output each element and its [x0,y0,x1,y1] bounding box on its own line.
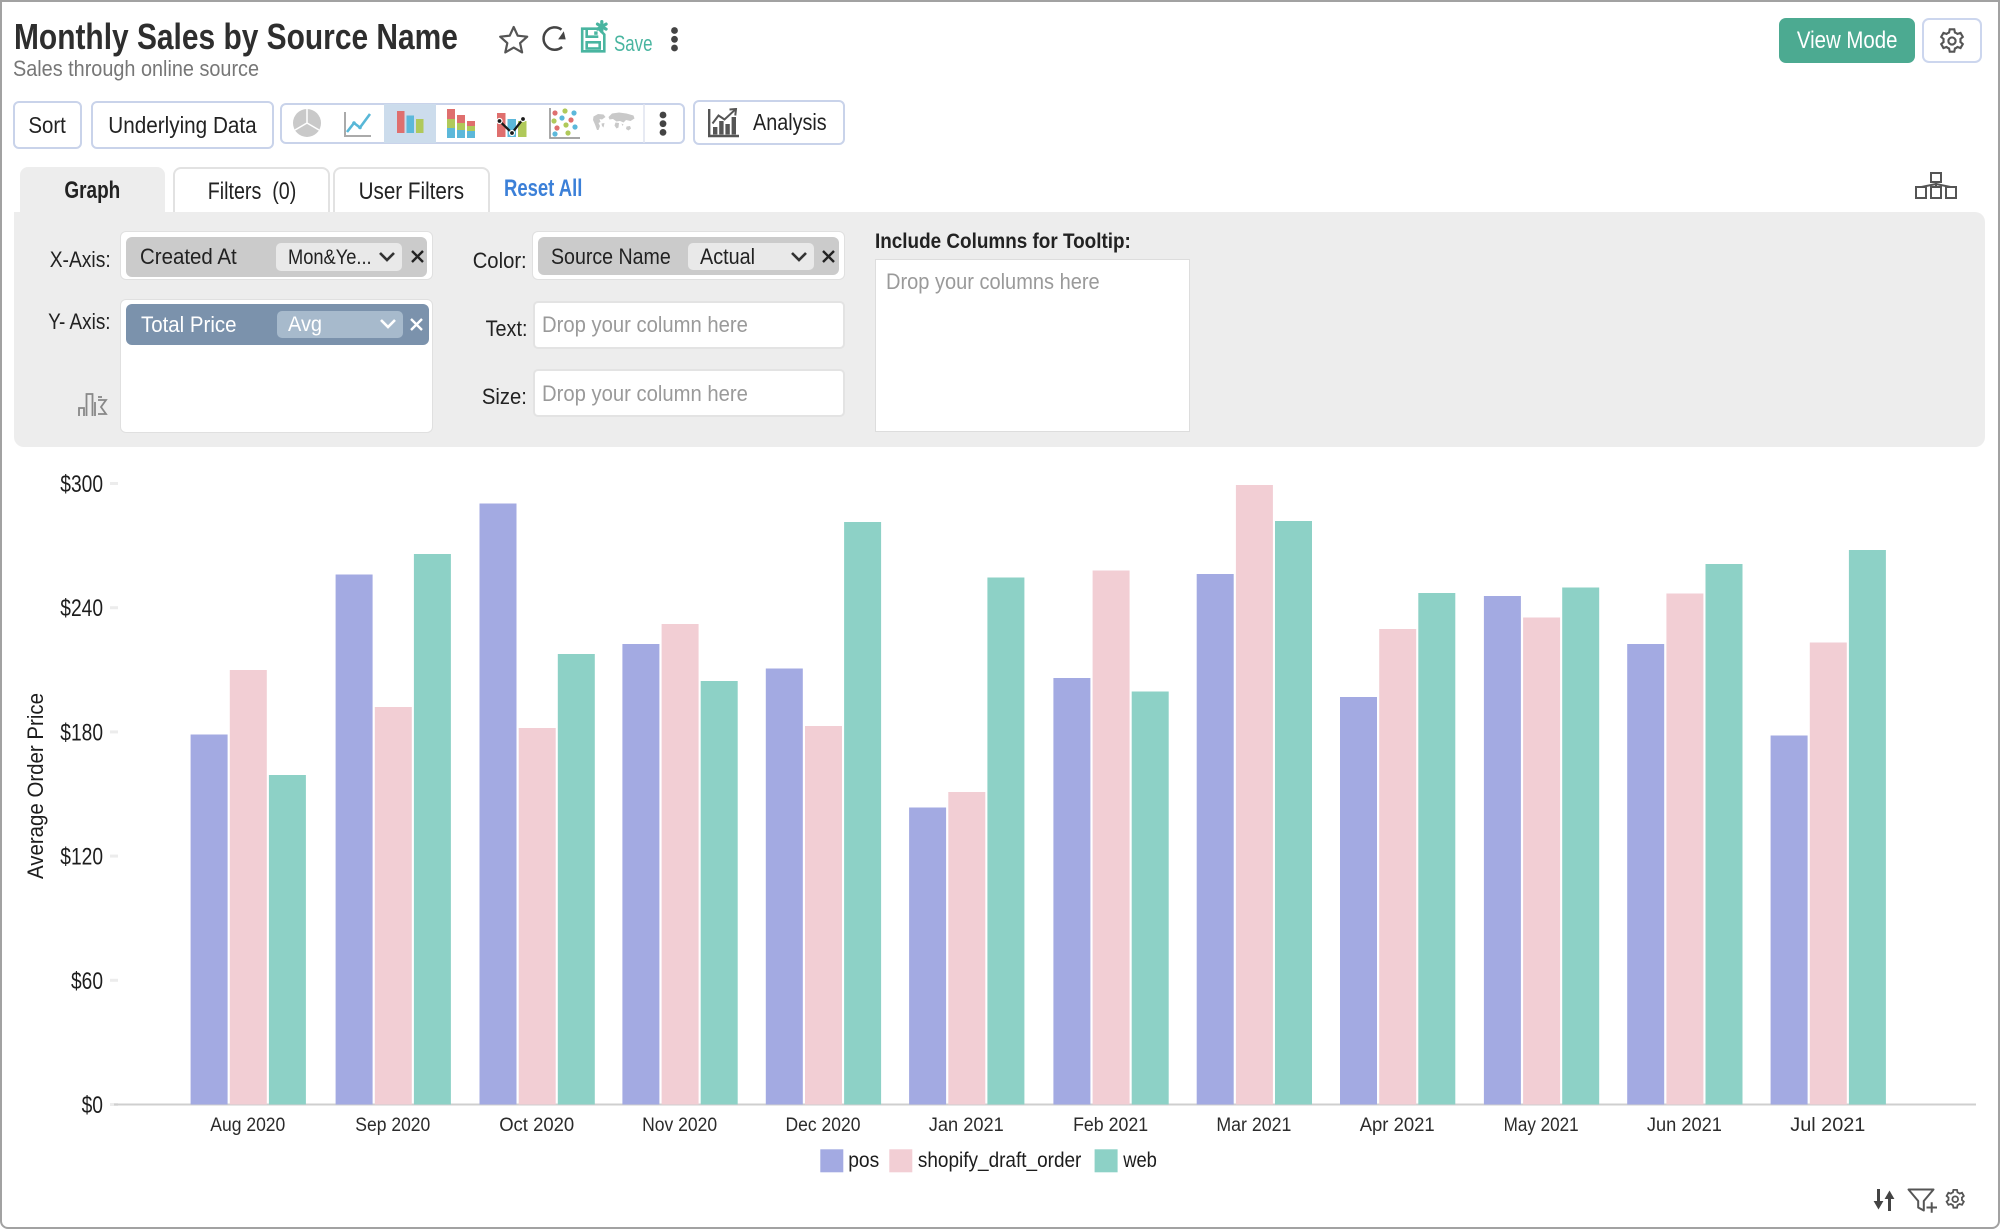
svg-text:Average Order Price: Average Order Price [23,693,48,879]
svg-text:Feb 2021: Feb 2021 [1073,1115,1148,1136]
svg-text:May 2021: May 2021 [1504,1115,1579,1136]
svg-text:Dec 2020: Dec 2020 [786,1115,861,1136]
svg-text:Jun 2021: Jun 2021 [1647,1115,1722,1136]
svg-text:Mar 2021: Mar 2021 [1216,1115,1291,1136]
svg-text:$180: $180 [60,719,103,746]
svg-text:$60: $60 [71,968,103,995]
svg-text:Sep 2020: Sep 2020 [355,1115,430,1136]
svg-text:Apr 2021: Apr 2021 [1360,1115,1435,1136]
svg-text:$0: $0 [82,1092,103,1119]
svg-text:Jul 2021: Jul 2021 [1790,1115,1865,1136]
svg-text:shopify_draft_order: shopify_draft_order [918,1149,1082,1172]
svg-text:web: web [1122,1149,1157,1172]
svg-text:Aug 2020: Aug 2020 [210,1115,285,1136]
svg-text:Jan 2021: Jan 2021 [929,1115,1004,1136]
svg-text:$120: $120 [60,844,103,871]
svg-text:Nov 2020: Nov 2020 [642,1115,717,1136]
svg-text:pos: pos [848,1149,879,1172]
svg-text:$240: $240 [60,595,103,622]
svg-text:Save: Save [614,31,653,56]
svg-text:Oct 2020: Oct 2020 [499,1115,574,1136]
svg-text:$300: $300 [60,471,103,498]
